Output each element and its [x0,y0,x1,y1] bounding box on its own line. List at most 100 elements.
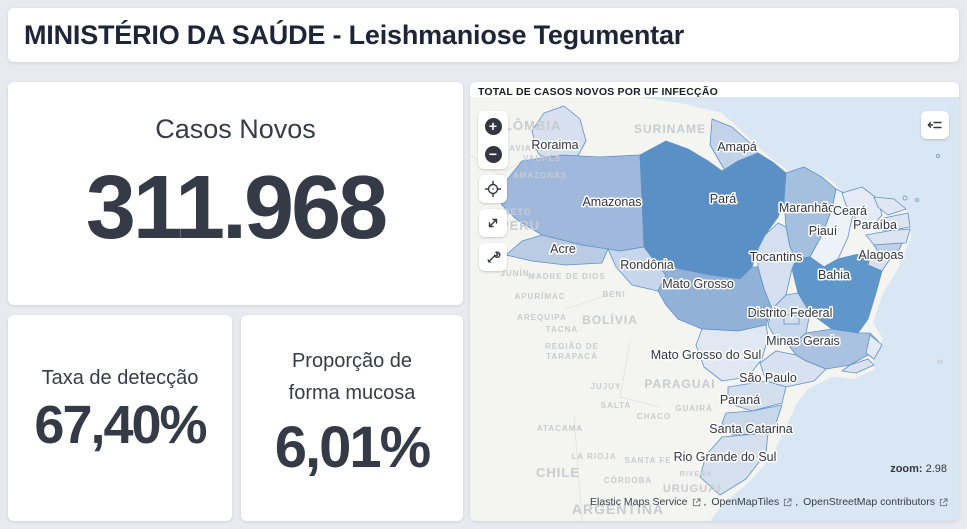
zoom-control-group: + − [478,111,508,169]
svg-text:CHACO: CHACO [637,412,671,421]
svg-text:CÓRDOBA: CÓRDOBA [604,476,652,485]
expand-map-button[interactable] [479,209,507,237]
zoom-out-button[interactable]: − [479,141,507,167]
svg-text:SURINAME: SURINAME [634,122,706,136]
svg-text:Piauí: Piauí [809,224,838,238]
svg-text:LORETO: LORETO [488,207,531,217]
svg-text:Roraima: Roraima [531,138,578,152]
external-link-icon [692,497,701,506]
svg-text:Paraná: Paraná [720,393,760,407]
zoom-in-button[interactable]: + [479,113,507,139]
svg-text:REGIÃO DE: REGIÃO DE [545,342,599,351]
svg-text:ATACAMA: ATACAMA [537,424,583,433]
casos-novos-panel: Casos Novos 311.968 [8,82,463,305]
state-pernambuco[interactable] [865,228,911,246]
map-panel: TOTAL DE CASOS NOVOS POR UF INFECÇÃO [470,82,959,521]
attribution-link-openstreetmap[interactable]: OpenStreetMap contributors [803,496,935,508]
svg-text:Maranhão: Maranhão [779,201,835,215]
svg-text:Amazonas: Amazonas [582,195,641,209]
external-link-icon [784,497,792,506]
zoom-in-icon: + [484,117,502,135]
svg-text:GUAVIARE: GUAVIARE [495,144,545,153]
svg-text:AREQUIPA: AREQUIPA [517,313,567,322]
collapse-layers-icon [927,121,942,129]
svg-text:MADRE DE DIOS: MADRE DE DIOS [528,272,605,281]
fit-to-data-bounds-button[interactable] [479,175,507,203]
state-rio-grande-do-norte[interactable] [873,196,907,216]
state-rio-grande-do-sul[interactable] [699,432,769,496]
state-santa-catarina[interactable] [721,404,783,436]
state-espirito-santo[interactable] [865,334,883,360]
svg-text:Rondônia: Rondônia [620,258,674,272]
map-attribution: Elastic Maps Service , OpenMapTiles , Op… [590,496,949,508]
taxa-deteccao-label: Taxa de detecção [41,367,199,389]
proporcao-mucosa-value: 6,01% [274,415,431,480]
state-ceara[interactable] [841,186,883,230]
state-tocantins[interactable] [757,222,797,310]
diagonal-arrows-icon [488,218,498,228]
state-mato-grosso-do-sul[interactable] [695,324,769,382]
casos-novos-label: Casos Novos [155,114,316,144]
map-tools-button[interactable] [479,243,507,271]
state-distrito-federal[interactable] [783,314,800,325]
svg-text:Minas Gerais: Minas Gerais [766,334,840,348]
svg-text:APURÍMAC: APURÍMAC [514,292,565,301]
attribution-link-elastic-maps-service[interactable]: Elastic Maps Service [590,496,688,508]
svg-text:AMAZONAS: AMAZONAS [513,171,567,180]
svg-text:8: 8 [936,358,945,363]
svg-text:GUAIRÁ: GUAIRÁ [675,404,713,413]
external-link-icon [939,497,948,506]
svg-text:Amapá: Amapá [717,140,757,154]
svg-text:LA RIOJA: LA RIOJA [571,452,616,461]
svg-text:Santa Catarina: Santa Catarina [709,422,792,436]
choropleth-map[interactable]: COLÔMBIA SURINAME GUAVIARE VAUPÉS AMAZON… [470,97,959,521]
svg-text:Pará: Pará [710,192,736,206]
svg-text:PERU: PERU [500,218,540,233]
proporcao-mucosa-panel: Proporção de forma mucosa 6,01% [241,315,463,521]
state-paraiba[interactable] [869,212,911,232]
svg-text:Acre: Acre [550,242,576,256]
svg-text:SANTA FE: SANTA FE [624,456,671,465]
svg-text:Mato Grosso do Sul: Mato Grosso do Sul [651,348,761,362]
svg-text:CHILE: CHILE [536,465,580,480]
svg-text:PARAGUAI: PARAGUAI [644,377,715,391]
layer-panel-toggle-button[interactable] [921,111,949,139]
state-alagoas[interactable] [873,242,903,258]
zoom-level-indicator: zoom: 2.98 [890,463,947,475]
svg-text:JUNÍN: JUNÍN [500,269,529,278]
svg-text:Mato Grosso: Mato Grosso [662,277,734,291]
svg-text:Alagoas: Alagoas [858,248,903,262]
state-bahia[interactable] [791,252,883,334]
svg-text:Ceará: Ceará [833,204,867,218]
crosshair-icon [484,180,502,198]
casos-novos-value: 311.968 [85,158,388,258]
map-panel-title: TOTAL DE CASOS NOVOS POR UF INFECÇÃO [478,86,718,98]
zoom-out-icon: − [484,145,502,163]
dashboard-title: MINISTÉRIO DA SAÚDE - Leishmaniose Tegum… [24,19,685,50]
svg-text:VAUPÉS: VAUPÉS [523,154,561,163]
svg-text:Distrito Federal: Distrito Federal [748,306,833,320]
state-parana[interactable] [727,380,787,412]
svg-text:BENI: BENI [602,290,625,299]
attribution-link-openmaptiles[interactable]: OpenMapTiles [711,496,780,508]
brazil-uf-choropleth[interactable]: COLÔMBIA SURINAME GUAVIARE VAUPÉS AMAZON… [470,97,959,521]
state-rio-de-janeiro[interactable] [841,358,875,374]
attribution-separator: , [703,496,710,508]
state-labels: Roraima Amapá Amazonas Pará Maranhão Pia… [530,137,905,466]
svg-text:SALTA: SALTA [601,401,631,410]
taxa-deteccao-panel: Taxa de detecção 67,40% [8,315,232,521]
taxa-deteccao-value: 67,40% [34,395,207,455]
svg-text:ARGENTINA: ARGENTINA [572,501,664,517]
island-markers [902,154,940,202]
svg-text:RIVERA: RIVERA [680,471,712,478]
proporcao-mucosa-label: Proporção de forma mucosa [288,350,416,404]
svg-text:Tocantins: Tocantins [750,250,803,264]
state-mato-grosso[interactable] [655,262,773,332]
dashboard-title-panel: MINISTÉRIO DA SAÚDE - Leishmaniose Tegum… [8,8,959,62]
wrench-icon [487,251,501,263]
svg-text:São Paulo: São Paulo [739,371,797,385]
attribution-separator: , [795,496,802,508]
svg-text:Bahia: Bahia [818,268,850,282]
svg-text:URUGUAI: URUGUAI [663,483,721,495]
